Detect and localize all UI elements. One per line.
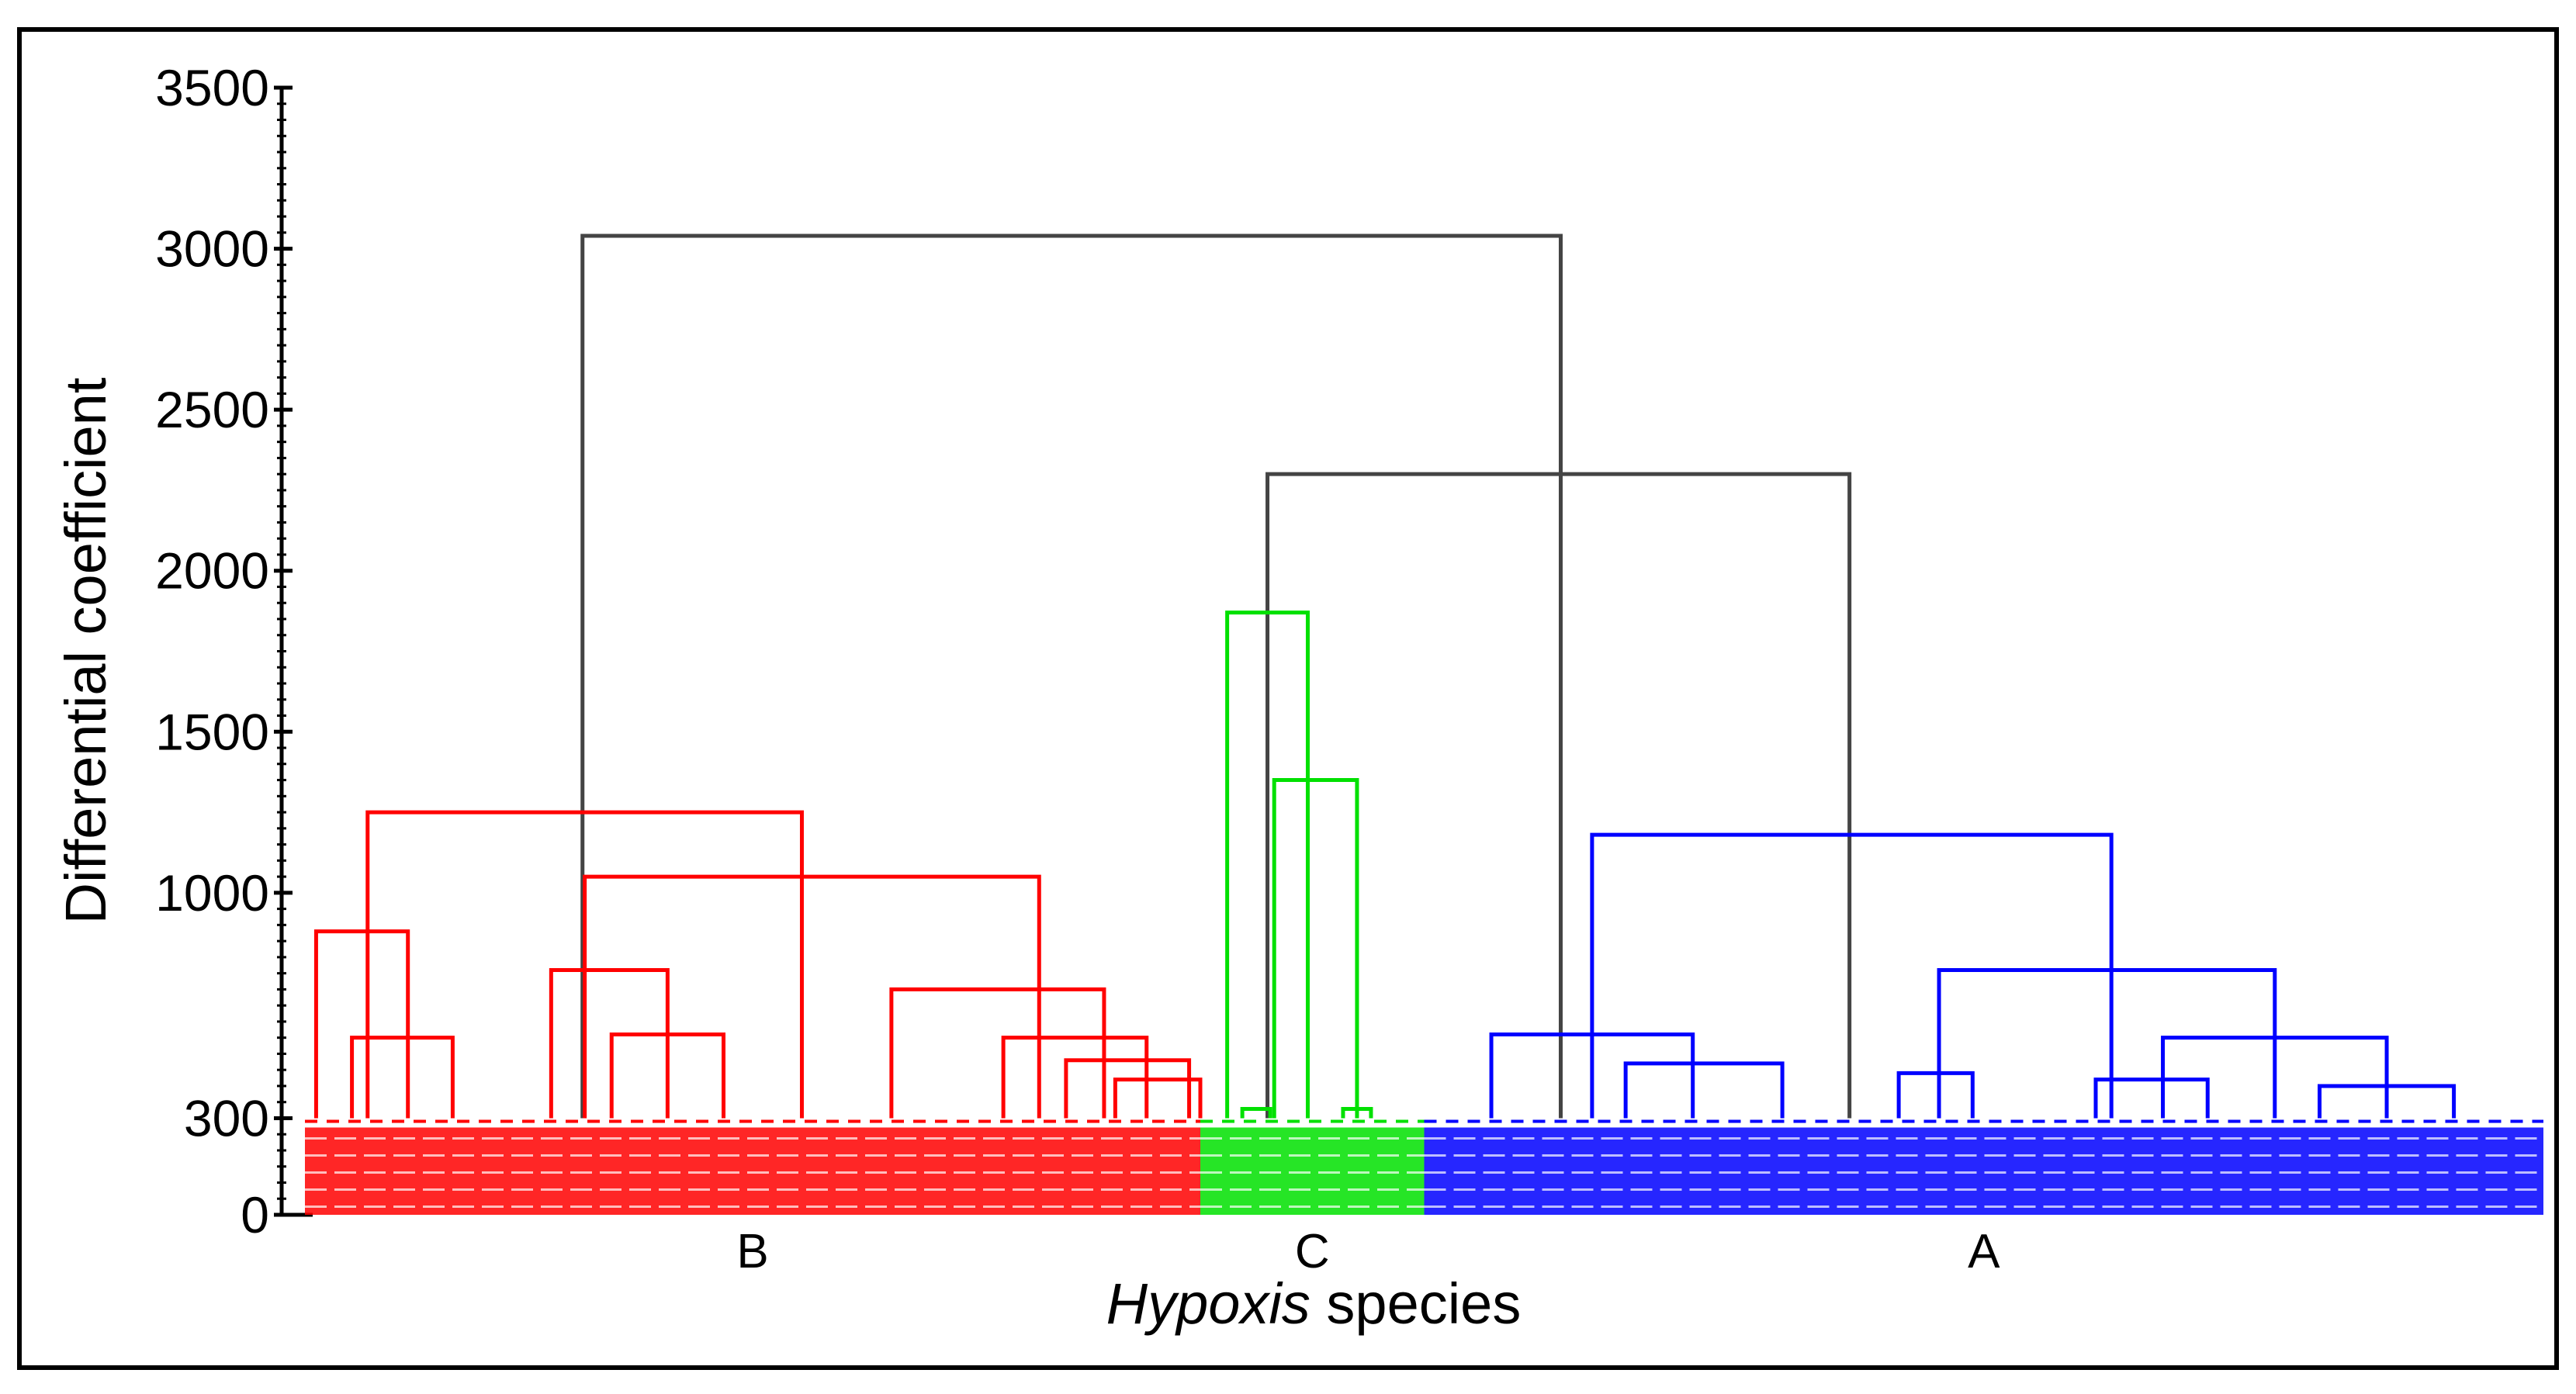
cluster-label: C — [1295, 1225, 1330, 1278]
cluster-leaf-band — [305, 1127, 1200, 1215]
dendrogram-link — [1225, 611, 1310, 1119]
y-tick-label: 0 — [241, 1186, 269, 1244]
dendrogram-link — [1265, 472, 1852, 1119]
y-tick-label: 300 — [184, 1089, 269, 1147]
labels-group: Differential coefficient Hypoxis species — [54, 377, 1521, 1336]
y-tick-label: 3000 — [155, 220, 269, 278]
dendrogram-link — [1272, 778, 1359, 1119]
dendrogram-link — [1341, 1106, 1373, 1119]
dendrogram-link — [2093, 1077, 2210, 1119]
y-tick-label: 1000 — [155, 864, 269, 922]
dendrogram-link — [1064, 1058, 1192, 1119]
dendrogram-link — [583, 874, 1041, 1119]
dendrogram-link — [889, 987, 1106, 1119]
dendrogram-link — [350, 1036, 455, 1119]
cluster-label: B — [736, 1225, 768, 1278]
x-axis-title-italic: Hypoxis — [1106, 1271, 1311, 1336]
dendrogram-link — [1489, 1033, 1695, 1119]
y-tick-label: 2000 — [155, 542, 269, 600]
dendrogram-link — [1590, 832, 2114, 1119]
dendrogram-link — [580, 233, 1563, 1119]
dendrogram-link — [365, 810, 804, 1119]
y-tick-label: 3500 — [155, 59, 269, 116]
cluster-label: A — [1968, 1225, 2000, 1278]
dendrogram-link — [549, 967, 670, 1119]
dendrogram-link — [1113, 1077, 1203, 1119]
y-axis-title: Differential coefficient — [54, 377, 118, 924]
cluster-leaf-band — [1200, 1127, 1425, 1215]
x-axis-title-rest: species — [1311, 1271, 1521, 1336]
cluster-leaf-band — [1424, 1127, 2543, 1215]
dendrogram-link — [609, 1033, 725, 1119]
dendrogram-link — [1623, 1061, 1785, 1119]
dendrogram-link — [1240, 1106, 1272, 1119]
dendrogram-link — [2318, 1084, 2457, 1119]
dendrogram-link — [1937, 967, 2277, 1119]
y-tick-label: 2500 — [155, 381, 269, 438]
dendrogram-link — [1896, 1071, 1975, 1119]
dendrogram-chart: 0 300 1000 1500 2000 2500 3000 3500 B C A Differe… — [54, 59, 2543, 1336]
x-axis-title: Hypoxis species — [1106, 1271, 1522, 1336]
dendrogram-link — [313, 929, 410, 1119]
figure-frame: 0 300 1000 1500 2000 2500 3000 3500 B C A Differe… — [17, 27, 2559, 1370]
y-tick-label: 1500 — [155, 703, 269, 760]
links-group — [305, 233, 2543, 1123]
y-axis-group: 0 300 1000 1500 2000 2500 3000 3500 — [155, 59, 313, 1244]
